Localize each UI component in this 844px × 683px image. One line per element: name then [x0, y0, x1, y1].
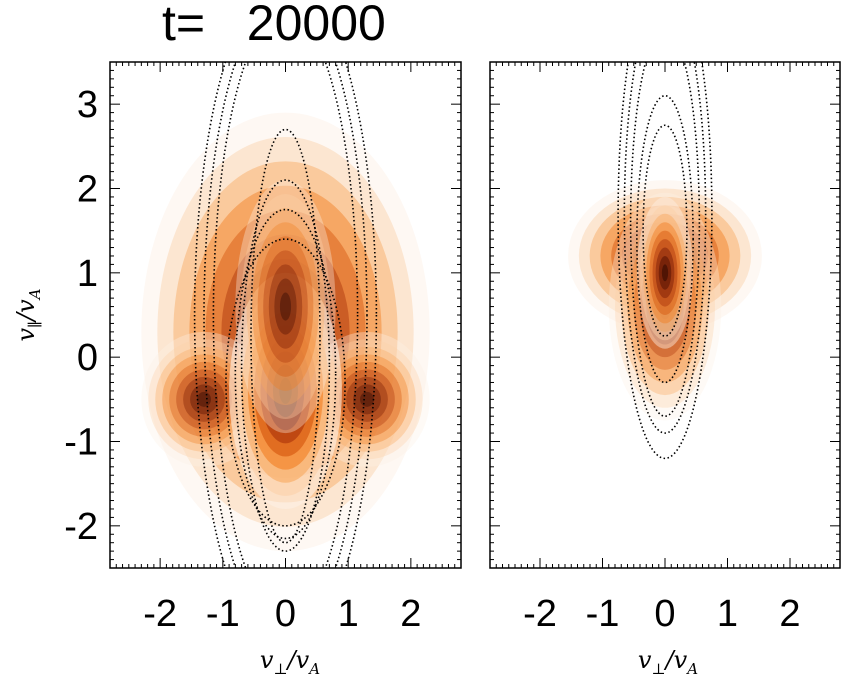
- right-density-band-0-4: [611, 213, 719, 299]
- right-contour-0: [642, 124, 688, 337]
- left-ytick-label: 0: [77, 337, 98, 379]
- right-density-band-1-3: [627, 230, 703, 383]
- x-axis-label-right-perp: ⊥: [651, 660, 665, 678]
- left-ytick-label: -2: [64, 506, 98, 548]
- left-density-band-1-4: [169, 361, 239, 437]
- left-density-band-4-3: [252, 222, 319, 391]
- right-density-band-1-2: [621, 218, 709, 396]
- y-axis-label-slash: /v: [12, 299, 40, 323]
- left-xtick-label: 2: [400, 593, 421, 635]
- x-axis-label-left-A: A: [307, 660, 320, 678]
- right-xtick-label: 2: [779, 593, 800, 635]
- left-density-band-4-5: [263, 250, 308, 363]
- left-ticks: [109, 61, 462, 569]
- right-xtick-label: 1: [717, 593, 738, 635]
- right-density-band-1-0: [608, 192, 722, 421]
- left-ytick-label: 3: [77, 84, 98, 126]
- right-density-band-2-5: [652, 239, 678, 307]
- left-contour-5: [203, 62, 368, 568]
- right-density-band-2-4: [649, 230, 681, 315]
- y-axis-label-par: ∥: [26, 321, 44, 328]
- left-density-band-2-3: [325, 354, 409, 445]
- x-axis-label-left-perp: ⊥: [273, 660, 287, 678]
- x-axis-label-right-slash: /v: [664, 646, 688, 674]
- left-xtick-label: -2: [143, 593, 177, 635]
- right-density-band-2-2: [643, 213, 687, 332]
- right-density-band-1-4: [633, 243, 697, 370]
- right-density-band-2-7: [658, 255, 672, 290]
- left-density-band-1-5: [176, 369, 232, 430]
- left-ytick-label: 2: [77, 169, 98, 211]
- right-contour-1: [636, 94, 694, 384]
- y-axis-label-A: A: [26, 288, 44, 301]
- left-contour-2: [234, 208, 337, 540]
- x-axis-label-left-slash: /v: [286, 646, 310, 674]
- y-axis-label-v: v: [12, 328, 40, 342]
- left-density-band-3-8: [279, 377, 292, 405]
- chart-title: t= 20000: [162, 0, 386, 51]
- left-xtick-label: -1: [206, 593, 240, 635]
- left-density-band-1-6: [183, 376, 225, 422]
- left-density-band-4-6: [268, 264, 303, 349]
- right-density-band-0-1: [578, 188, 752, 324]
- left-density-band-4-4: [257, 236, 314, 377]
- right-density-band-1-5: [640, 255, 690, 358]
- right-density-band-2-1: [640, 205, 690, 341]
- left-density-band-1-3: [162, 354, 246, 445]
- right-density-band-2-3: [646, 222, 684, 324]
- left-contour-3: [225, 238, 346, 527]
- right-density-fill: [568, 180, 762, 421]
- right-contour-lines: [617, 62, 713, 460]
- x-axis-label-left-v: v: [260, 646, 274, 674]
- right-density-band-0-8: [654, 247, 676, 265]
- left-density-band-4-8: [279, 292, 292, 321]
- left-ytick-label: -1: [64, 422, 98, 464]
- right-contour-2: [629, 62, 701, 417]
- right-density-band-2-6: [655, 247, 675, 299]
- right-density-band-0-0: [568, 180, 762, 332]
- left-density-band-4-2: [246, 208, 325, 405]
- right-density-band-0-7: [643, 239, 687, 273]
- left-xtick-label: 1: [338, 593, 359, 635]
- left-density-band-4-0: [235, 180, 336, 434]
- x-axis-label-right: v⊥/vA: [638, 646, 698, 678]
- x-axis-label-right-v: v: [638, 646, 652, 674]
- right-xtick-label: -2: [523, 593, 557, 635]
- left-density-band-2-5: [339, 369, 395, 430]
- right-panel: -2 -1 0 1 2: [489, 61, 841, 635]
- right-density-band-1-8: [658, 293, 672, 320]
- x-axis-label-right-A: A: [685, 660, 698, 678]
- right-contour-4: [617, 62, 713, 460]
- left-density-band-4-7: [274, 278, 297, 335]
- y-axis-label: v∥/vA: [12, 288, 44, 341]
- left-density-band-2-8: [360, 391, 374, 407]
- right-contour-3: [623, 62, 707, 434]
- left-ytick-label: 1: [77, 253, 98, 295]
- left-contour-lines: [193, 62, 378, 568]
- right-density-band-0-6: [632, 230, 698, 282]
- left-density-fill: [141, 112, 430, 552]
- right-ticks: [489, 61, 841, 569]
- right-density-band-0-2: [589, 196, 741, 315]
- x-axis-label-left: v⊥/vA: [260, 646, 320, 678]
- right-xtick-label: 0: [654, 593, 675, 635]
- right-density-band-1-7: [652, 281, 678, 332]
- left-density-band-2-6: [346, 376, 388, 422]
- left-contour-0: [250, 128, 321, 544]
- left-density-band-1-8: [197, 391, 211, 407]
- left-contour-1: [240, 179, 331, 552]
- left-xtick-label: 0: [275, 593, 296, 635]
- left-density-band-2-4: [332, 361, 402, 437]
- right-density-band-2-8: [661, 264, 669, 282]
- left-contour-6: [193, 62, 378, 568]
- left-density-band-2-2: [318, 346, 416, 452]
- right-xtick-label: -1: [586, 593, 620, 635]
